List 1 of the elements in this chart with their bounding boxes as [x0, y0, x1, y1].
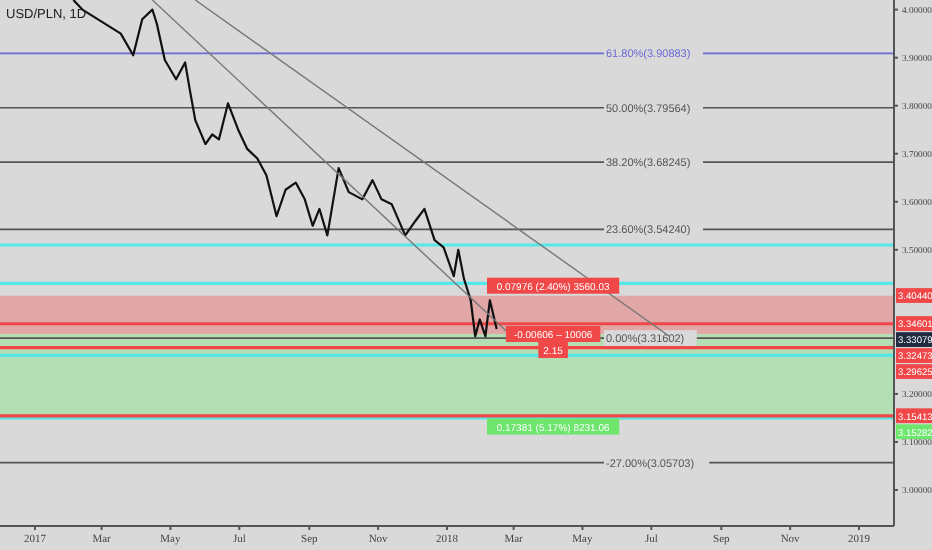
line-series	[72, 0, 498, 338]
